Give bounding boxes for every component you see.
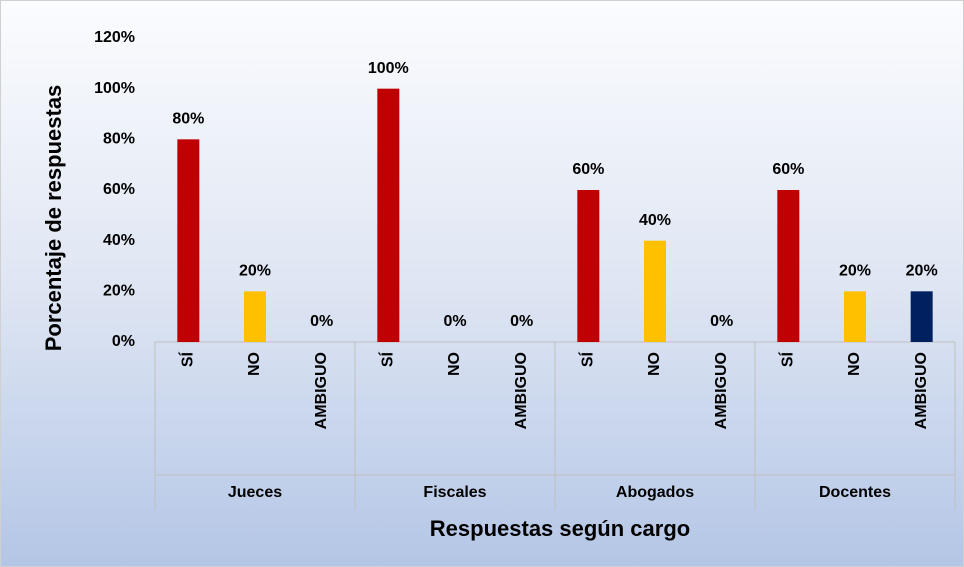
data-label: 60% xyxy=(572,161,604,178)
x-axis-title: Respuestas según cargo xyxy=(430,516,690,541)
bar xyxy=(844,291,866,342)
data-label: 20% xyxy=(906,263,938,280)
x-tick-label: SÍ xyxy=(778,351,797,367)
x-group-label: Abogados xyxy=(616,484,694,501)
data-label: 0% xyxy=(710,313,733,330)
bar xyxy=(777,190,800,342)
x-tick-label: SÍ xyxy=(378,351,397,367)
y-tick-label: 20% xyxy=(103,283,135,300)
y-tick-label: 80% xyxy=(103,131,135,148)
y-tick-label: 60% xyxy=(103,181,135,198)
x-tick-label: AMBIGUO xyxy=(313,352,330,429)
bar xyxy=(577,190,600,342)
y-tick-label: 100% xyxy=(94,80,135,97)
data-label: 80% xyxy=(172,111,204,128)
x-group-label: Jueces xyxy=(228,484,282,501)
x-tick-label: AMBIGUO xyxy=(713,352,730,429)
data-label: 0% xyxy=(510,313,533,330)
bar xyxy=(910,291,933,342)
data-label: 100% xyxy=(368,60,409,77)
x-tick-label: SÍ xyxy=(578,351,597,367)
data-label: 0% xyxy=(310,313,333,330)
y-tick-label: 0% xyxy=(112,333,135,350)
data-label: 20% xyxy=(239,263,271,280)
x-tick-label: NO xyxy=(246,352,263,376)
data-label: 40% xyxy=(639,212,671,229)
data-label: 20% xyxy=(839,263,871,280)
x-tick-label: NO xyxy=(846,352,863,376)
bar xyxy=(177,139,200,342)
x-tick-label: AMBIGUO xyxy=(513,352,530,429)
bar xyxy=(644,240,666,342)
x-group-label: Fiscales xyxy=(423,484,486,501)
x-tick-label: SÍ xyxy=(178,351,197,367)
bar xyxy=(377,88,400,343)
bar xyxy=(244,291,266,342)
data-label: 60% xyxy=(772,161,804,178)
data-label: 0% xyxy=(443,313,466,330)
x-tick-label: NO xyxy=(446,352,463,376)
x-tick-label: NO xyxy=(646,352,663,376)
y-tick-label: 120% xyxy=(94,29,135,46)
y-axis-title: Porcentaje de respuestas xyxy=(41,85,66,352)
y-tick-label: 40% xyxy=(103,232,135,249)
x-tick-label: AMBIGUO xyxy=(913,352,930,429)
x-group-label: Docentes xyxy=(819,484,891,501)
